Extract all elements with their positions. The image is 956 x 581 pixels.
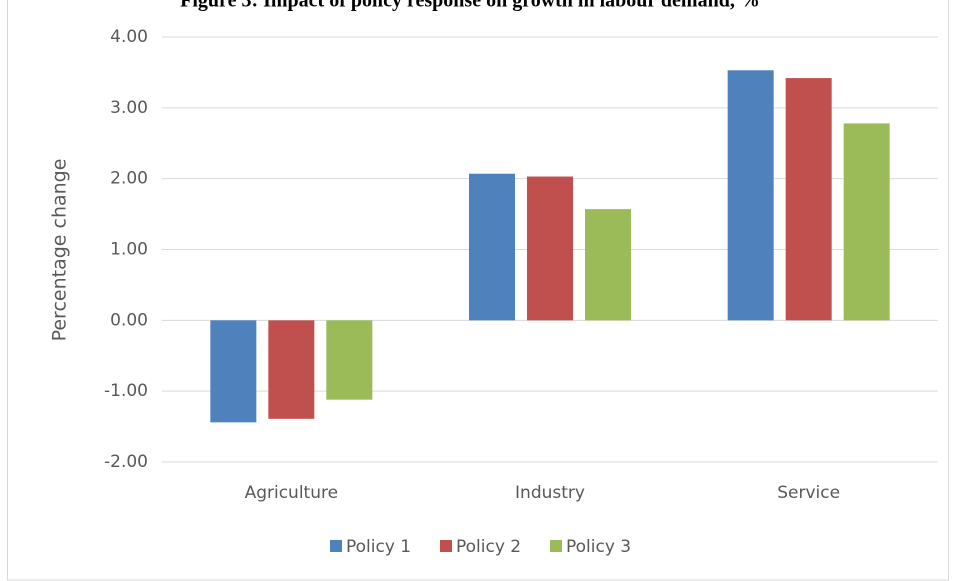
- bar: [469, 173, 515, 321]
- bar: [727, 70, 774, 321]
- y-axis-label: Percentage change: [49, 159, 71, 342]
- bar: [843, 123, 890, 321]
- y-tick-label: 4.00: [110, 27, 148, 47]
- y-tick-label: -2.00: [104, 452, 148, 472]
- y-tick-label: -1.00: [104, 381, 148, 401]
- bar: [268, 320, 315, 419]
- bar: [527, 176, 573, 321]
- y-tick-label: 2.00: [110, 169, 148, 189]
- bar: [785, 78, 832, 321]
- bar: [585, 209, 631, 321]
- x-tick-label: Service: [777, 483, 840, 503]
- legend-label: Policy 2: [456, 537, 521, 557]
- y-tick-label: 1.00: [110, 240, 148, 260]
- legend-label: Policy 3: [566, 537, 631, 557]
- legend-swatch: [550, 540, 562, 552]
- y-tick-label: 0.00: [110, 310, 148, 330]
- legend-swatch: [330, 540, 342, 552]
- bar: [326, 320, 373, 400]
- bar: [210, 320, 257, 423]
- chart-title: Figure 3: Impact of policy response on g…: [180, 0, 760, 12]
- x-tick-label: Agriculture: [245, 483, 339, 503]
- y-tick-label: 3.00: [110, 98, 148, 118]
- x-tick-label: Industry: [515, 483, 585, 503]
- legend-label: Policy 1: [346, 537, 411, 557]
- legend-swatch: [440, 540, 452, 552]
